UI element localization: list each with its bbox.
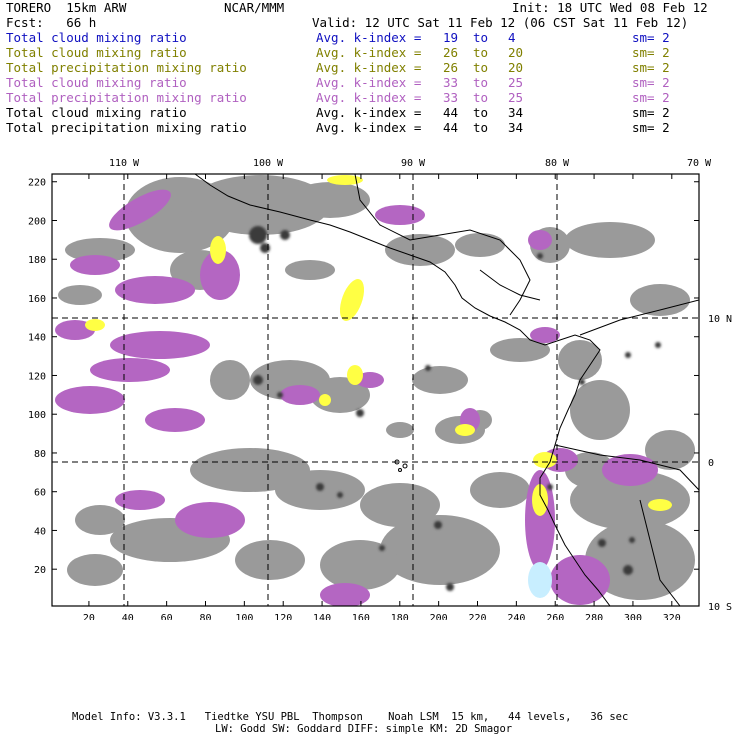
x-tick-label: 20	[83, 613, 95, 620]
legend-label: Avg. k-index =	[316, 60, 422, 75]
y-tick-label: 140	[28, 333, 46, 344]
latitude-label: 10 N	[708, 314, 732, 325]
field-layer	[55, 174, 699, 606]
x-tick-label: 260	[546, 613, 564, 620]
legend-from: 44	[443, 105, 459, 120]
latlon-grid	[52, 174, 699, 606]
legend-label: Avg. k-index =	[316, 45, 422, 60]
legend-to-word: to	[473, 75, 489, 90]
legend-label: Avg. k-index =	[316, 30, 422, 45]
galapagos-islands	[394, 459, 408, 472]
latitude-labels: 10 N 0 10 S	[708, 314, 732, 613]
legend-sm: sm= 2	[632, 75, 670, 90]
y-axis-ticks: 20 40 60 80 100 120 140 160 180 200 220	[28, 178, 699, 576]
latitude-label: 0	[708, 458, 714, 469]
cloud-gray-layer	[58, 175, 695, 600]
legend-field: Total precipitation mixing ratio	[6, 60, 247, 75]
legend-from: 26	[443, 45, 459, 60]
x-tick-label: 280	[585, 613, 603, 620]
x-axis-ticks: 20 40 60 80 100 120 140 160 180 200 220 240 260 280 30…	[83, 174, 681, 620]
legend-label: Avg. k-index =	[316, 120, 422, 135]
legend-to-word: to	[473, 60, 489, 75]
x-tick-label: 160	[352, 613, 370, 620]
center-name: NCAR/MMM	[224, 0, 285, 15]
longitude-label: 110 W	[109, 158, 140, 169]
legend-to-word: to	[473, 30, 489, 45]
y-tick-label: 20	[34, 565, 46, 576]
legend-from: 44	[443, 120, 459, 135]
legend-to: 25	[508, 75, 524, 90]
legend-to: 25	[508, 90, 524, 105]
x-tick-label: 180	[391, 613, 409, 620]
x-tick-label: 220	[468, 613, 486, 620]
longitude-label: 100 W	[253, 158, 284, 169]
y-tick-label: 200	[28, 216, 46, 227]
legend-to-word: to	[473, 45, 489, 60]
legend-to: 34	[508, 105, 524, 120]
legend-sm: sm= 2	[632, 30, 670, 45]
longitude-label: 70 W	[687, 158, 712, 169]
y-tick-label: 160	[28, 294, 46, 305]
legend-from: 26	[443, 60, 459, 75]
model-name: TORERO 15km ARW	[6, 0, 127, 15]
legend-field: Total cloud mixing ratio	[6, 105, 187, 120]
x-tick-label: 240	[507, 613, 525, 620]
x-tick-label: 80	[199, 613, 211, 620]
legend-sm: sm= 2	[632, 90, 670, 105]
longitude-label: 90 W	[401, 158, 426, 169]
legend-to: 20	[508, 60, 524, 75]
y-tick-label: 100	[28, 410, 46, 421]
legend-sm: sm= 2	[632, 60, 670, 75]
legend-sm: sm= 2	[632, 105, 670, 120]
legend-label: Avg. k-index =	[316, 90, 422, 105]
y-tick-label: 220	[28, 178, 46, 189]
coastlines	[194, 174, 699, 606]
legend-sm: sm= 2	[632, 120, 670, 135]
legend-to-word: to	[473, 120, 489, 135]
y-tick-label: 40	[34, 526, 46, 537]
legend-field: Total cloud mixing ratio	[6, 30, 187, 45]
legend-to-word: to	[473, 90, 489, 105]
forecast-hour: Fcst: 66 h	[6, 15, 97, 30]
legend-sm: sm= 2	[632, 45, 670, 60]
legend-to-word: to	[473, 105, 489, 120]
legend-from: 33	[443, 90, 459, 105]
y-tick-label: 60	[34, 488, 46, 499]
longitude-label: 80 W	[545, 158, 570, 169]
legend-label: Avg. k-index =	[316, 105, 422, 120]
forecast-map: 20 40 60 80 100 120 140 160 180 200 220 240 260 280 30…	[28, 158, 732, 620]
cloud-cyan-area	[528, 562, 552, 598]
legend-field: Total precipitation mixing ratio	[6, 120, 247, 135]
x-tick-label: 300	[624, 613, 642, 620]
legend-to: 20	[508, 45, 524, 60]
init-time: Init: 18 UTC Wed 08 Feb 12	[512, 0, 708, 15]
y-tick-label: 180	[28, 255, 46, 266]
longitude-labels: 110 W 100 W 90 W 80 W 70 W	[109, 158, 712, 169]
legend-label: Avg. k-index =	[316, 75, 422, 90]
legend-from: 33	[443, 75, 459, 90]
legend-field: Total cloud mixing ratio	[6, 45, 187, 60]
model-info-line-2: LW: Godd SW: Goddard DIFF: simple KM: 2D…	[215, 723, 513, 735]
model-info-line-1: Model Info: V3.3.1 Tiedtke YSU PBL Thomp…	[72, 711, 629, 723]
x-tick-label: 200	[430, 613, 448, 620]
x-tick-label: 100	[235, 613, 253, 620]
legend-from: 19	[443, 30, 459, 45]
x-tick-label: 320	[663, 613, 681, 620]
legend-field: Total cloud mixing ratio	[6, 75, 187, 90]
plot-frame	[51, 173, 700, 607]
x-tick-label: 40	[122, 613, 134, 620]
latitude-label: 10 S	[708, 602, 732, 613]
cloud-purple-layer	[55, 189, 658, 606]
legend-to: 34	[508, 120, 524, 135]
cloud-yellow-layer	[85, 175, 672, 516]
y-tick-label: 80	[34, 449, 46, 460]
legend-to: 4	[508, 30, 516, 45]
x-tick-label: 120	[274, 613, 292, 620]
x-tick-label: 60	[161, 613, 173, 620]
x-tick-label: 140	[313, 613, 331, 620]
valid-time: Valid: 12 UTC Sat 11 Feb 12 (06 CST Sat …	[312, 15, 689, 30]
y-tick-label: 120	[28, 371, 46, 382]
legend-field: Total precipitation mixing ratio	[6, 90, 247, 105]
